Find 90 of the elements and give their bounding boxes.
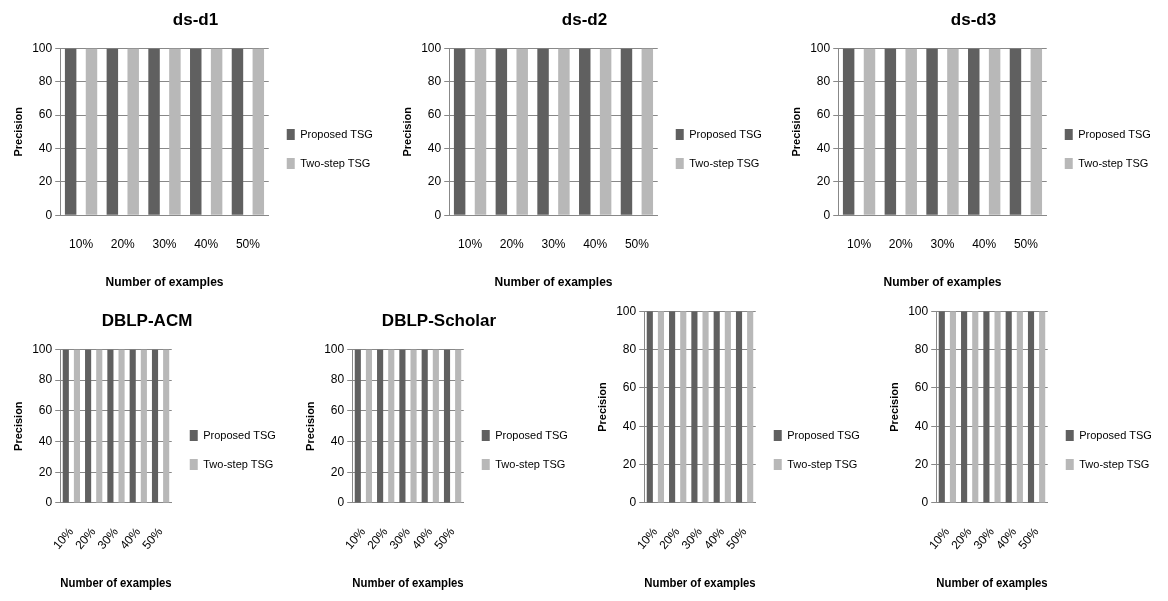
y-tick-label: 100 bbox=[32, 40, 53, 55]
y-tick-label: 40 bbox=[38, 140, 53, 155]
y-tick-label: 60 bbox=[427, 107, 442, 122]
y-axis-title: Precision bbox=[789, 106, 802, 157]
y-tick-label: 80 bbox=[816, 74, 831, 89]
x-axis-title: Number of examples bbox=[936, 575, 1048, 589]
y-tick-label: 60 bbox=[622, 379, 637, 394]
x-axis-title: Number of examples bbox=[105, 275, 224, 290]
y-tick-label: 80 bbox=[38, 371, 53, 386]
y-tick-label: 100 bbox=[32, 341, 53, 356]
x-axis-title: Number of examples bbox=[494, 275, 613, 290]
y-tick-label: 100 bbox=[324, 341, 345, 356]
legend-label: Two-step TSG bbox=[1079, 457, 1150, 470]
x-tick-label: 10% bbox=[69, 236, 94, 251]
chart-title: ds-d2 bbox=[561, 9, 608, 29]
y-tick-label: 20 bbox=[38, 174, 53, 189]
y-tick-label: 60 bbox=[816, 107, 831, 122]
x-tick-label: 20% bbox=[110, 236, 136, 251]
y-tick-label: 100 bbox=[810, 40, 831, 55]
y-tick-label: 40 bbox=[330, 433, 345, 448]
x-tick-label: 40% bbox=[972, 236, 997, 251]
legend-label: Two-step TSG bbox=[495, 457, 566, 470]
y-axis-title: Precision bbox=[887, 381, 900, 432]
legend-label: Two-step TSG bbox=[300, 156, 371, 169]
y-tick-label: 40 bbox=[38, 433, 53, 448]
y-tick-label: 40 bbox=[914, 418, 929, 433]
x-tick-label: 10% bbox=[458, 236, 483, 251]
y-tick-label: 0 bbox=[921, 494, 929, 509]
y-tick-label: 20 bbox=[622, 456, 637, 471]
y-tick-label: 20 bbox=[427, 174, 442, 189]
y-axis-title: Precision bbox=[595, 381, 608, 432]
x-tick-label: 10% bbox=[847, 236, 872, 251]
legend-label: Proposed TSG bbox=[203, 428, 276, 441]
y-axis-title: Precision bbox=[11, 106, 24, 157]
y-tick-label: 60 bbox=[330, 402, 345, 417]
chart-title: ds-d1 bbox=[172, 9, 219, 29]
chart-title: DBLP-Scholar bbox=[381, 310, 497, 330]
x-axis-title: Number of examples bbox=[883, 275, 1002, 290]
x-tick-label: 30% bbox=[152, 236, 177, 251]
legend-label: Proposed TSG bbox=[689, 127, 762, 140]
y-tick-label: 100 bbox=[908, 303, 929, 318]
x-tick-label: 50% bbox=[1013, 236, 1039, 251]
y-tick-label: 80 bbox=[622, 341, 637, 356]
y-axis-title: Precision bbox=[400, 106, 413, 157]
legend-label: Proposed TSG bbox=[1078, 127, 1151, 140]
y-tick-label: 20 bbox=[914, 456, 929, 471]
y-tick-label: 60 bbox=[38, 402, 53, 417]
chart-title: ds-d3 bbox=[950, 9, 997, 29]
y-tick-label: 60 bbox=[38, 107, 53, 122]
legend-label: Two-step TSG bbox=[1078, 156, 1149, 169]
y-tick-label: 100 bbox=[616, 303, 637, 318]
y-tick-label: 60 bbox=[914, 379, 929, 394]
y-tick-label: 0 bbox=[337, 494, 345, 509]
y-tick-label: 20 bbox=[330, 464, 345, 479]
x-tick-label: 30% bbox=[541, 236, 566, 251]
y-tick-label: 100 bbox=[421, 40, 442, 55]
x-tick-label: 40% bbox=[583, 236, 608, 251]
x-tick-label: 50% bbox=[235, 236, 261, 251]
y-tick-label: 80 bbox=[330, 371, 345, 386]
x-tick-label: 50% bbox=[624, 236, 650, 251]
y-tick-label: 80 bbox=[38, 74, 53, 89]
y-tick-label: 40 bbox=[622, 418, 637, 433]
y-axis-title: Precision bbox=[11, 400, 24, 451]
y-tick-label: 0 bbox=[45, 494, 53, 509]
chart-title: DBLP-ACM bbox=[101, 310, 193, 330]
y-tick-label: 80 bbox=[427, 74, 442, 89]
legend-label: Two-step TSG bbox=[689, 156, 760, 169]
x-axis-title: Number of examples bbox=[352, 575, 464, 589]
x-tick-label: 30% bbox=[930, 236, 955, 251]
x-tick-label: 20% bbox=[888, 236, 914, 251]
y-tick-label: 0 bbox=[823, 207, 831, 222]
y-tick-label: 0 bbox=[434, 207, 442, 222]
x-tick-label: 40% bbox=[194, 236, 219, 251]
y-tick-label: 40 bbox=[427, 140, 442, 155]
legend-label: Proposed TSG bbox=[495, 428, 568, 441]
y-tick-label: 20 bbox=[816, 174, 831, 189]
y-tick-label: 20 bbox=[38, 464, 53, 479]
y-tick-label: 40 bbox=[816, 140, 831, 155]
x-tick-label: 20% bbox=[499, 236, 525, 251]
x-axis-title: Number of examples bbox=[60, 575, 172, 589]
y-tick-label: 80 bbox=[914, 341, 929, 356]
legend-label: Proposed TSG bbox=[787, 428, 860, 441]
legend-label: Two-step TSG bbox=[787, 457, 858, 470]
legend-label: Two-step TSG bbox=[203, 457, 274, 470]
y-tick-label: 0 bbox=[629, 494, 637, 509]
y-axis-title: Precision bbox=[303, 400, 316, 451]
y-tick-label: 0 bbox=[45, 207, 53, 222]
legend-label: Proposed TSG bbox=[300, 127, 373, 140]
x-axis-title: Number of examples bbox=[644, 575, 756, 589]
legend-label: Proposed TSG bbox=[1079, 428, 1152, 441]
